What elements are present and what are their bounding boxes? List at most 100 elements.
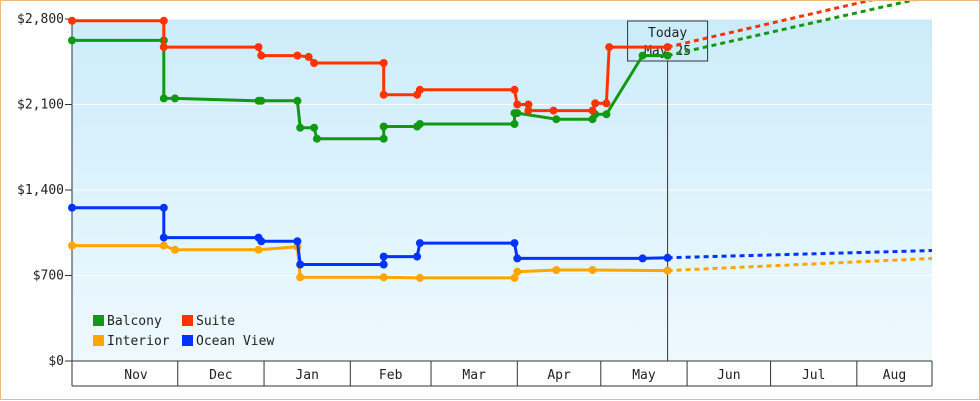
- legend-label-balcony: Balcony: [107, 314, 162, 329]
- data-point: [312, 134, 321, 143]
- x-axis: Nov Dec Jan Feb Mar Apr May Jun Jul Aug: [71, 360, 933, 387]
- data-point: [254, 43, 263, 52]
- data-point: [159, 43, 168, 52]
- month-label: Nov: [124, 368, 148, 383]
- data-point: [254, 245, 263, 254]
- data-point: [605, 43, 614, 52]
- month-label: Feb: [379, 368, 403, 383]
- data-point: [257, 237, 266, 246]
- data-point: [510, 239, 519, 248]
- data-point: [513, 254, 522, 263]
- month-label: Jun: [717, 368, 740, 383]
- data-point: [159, 203, 168, 212]
- legend: Balcony Suite Interior Ocean View: [93, 314, 274, 349]
- data-point: [513, 100, 522, 109]
- series-suite: [68, 1, 874, 115]
- data-point: [510, 120, 519, 128]
- legend-swatch-suite: [182, 315, 193, 326]
- data-point: [68, 36, 76, 45]
- legend-label-ocean-view: Ocean View: [196, 334, 274, 349]
- data-point: [296, 273, 305, 282]
- month-label: Aug: [883, 368, 906, 383]
- data-point: [310, 59, 319, 67]
- month-label: Jan: [295, 368, 318, 383]
- data-point: [293, 51, 302, 60]
- data-point: [171, 94, 179, 103]
- data-point: [296, 123, 305, 132]
- data-point: [296, 260, 305, 269]
- data-point: [379, 90, 388, 99]
- y-tick-label: $2,100: [17, 98, 64, 113]
- series-lines: [68, 1, 933, 282]
- y-tick-label: $0: [48, 354, 64, 369]
- data-point: [591, 99, 600, 108]
- data-point: [293, 237, 302, 246]
- data-point: [602, 110, 611, 119]
- month-label: Apr: [547, 368, 571, 383]
- data-point: [513, 267, 522, 276]
- data-point: [663, 51, 672, 60]
- y-axis: $0 $700 $1,400 $2,100 $2,800: [17, 12, 73, 369]
- y-gridlines: [72, 18, 932, 276]
- data-point: [663, 266, 672, 275]
- data-point: [379, 122, 388, 131]
- series-ocean-view: [68, 203, 933, 269]
- data-point: [638, 51, 647, 60]
- data-point: [159, 16, 168, 25]
- data-point: [552, 115, 561, 124]
- month-label: May: [632, 368, 656, 383]
- data-point: [310, 123, 319, 132]
- data-point: [413, 252, 422, 261]
- data-point: [293, 96, 302, 105]
- data-point: [159, 94, 168, 103]
- data-point: [663, 43, 672, 52]
- data-point: [379, 59, 388, 67]
- data-point: [68, 16, 76, 25]
- data-point: [68, 203, 76, 212]
- data-point: [513, 109, 522, 118]
- y-tick-label: $1,400: [17, 183, 64, 198]
- series-balcony: [68, 1, 916, 143]
- data-point: [68, 241, 76, 250]
- month-label: Mar: [462, 368, 486, 383]
- month-label: Dec: [209, 368, 232, 383]
- data-point: [588, 266, 597, 274]
- legend-label-suite: Suite: [196, 314, 235, 329]
- data-point: [379, 134, 388, 143]
- data-point: [415, 273, 424, 282]
- projection-line-interior: [667, 256, 933, 273]
- y-tick-label: $700: [33, 269, 64, 284]
- data-point: [552, 266, 561, 274]
- data-point: [588, 106, 597, 115]
- data-point: [415, 120, 424, 128]
- legend-label-interior: Interior: [107, 334, 170, 349]
- data-point: [638, 254, 647, 263]
- month-label: Jul: [802, 368, 825, 383]
- data-point: [663, 253, 672, 262]
- today-label: Today: [648, 26, 687, 41]
- data-point: [510, 273, 519, 282]
- projection-line-balcony: [667, 1, 916, 58]
- data-point: [510, 85, 519, 94]
- projection-line-suite: [667, 1, 874, 49]
- data-point: [415, 85, 424, 94]
- data-point: [549, 106, 558, 115]
- legend-swatch-balcony: [93, 315, 104, 326]
- data-point: [257, 51, 266, 60]
- legend-swatch-interior: [93, 335, 104, 346]
- data-point: [602, 99, 611, 108]
- data-point: [379, 260, 388, 269]
- data-point: [379, 252, 388, 261]
- data-point: [257, 96, 266, 105]
- data-point: [304, 52, 313, 61]
- data-point: [159, 241, 168, 250]
- data-point: [524, 106, 533, 115]
- legend-swatch-ocean-view: [182, 335, 193, 346]
- data-point: [415, 239, 424, 248]
- data-point: [159, 233, 168, 242]
- series-interior: [68, 241, 933, 282]
- y-tick-label: $2,800: [17, 12, 64, 27]
- data-point: [171, 245, 179, 254]
